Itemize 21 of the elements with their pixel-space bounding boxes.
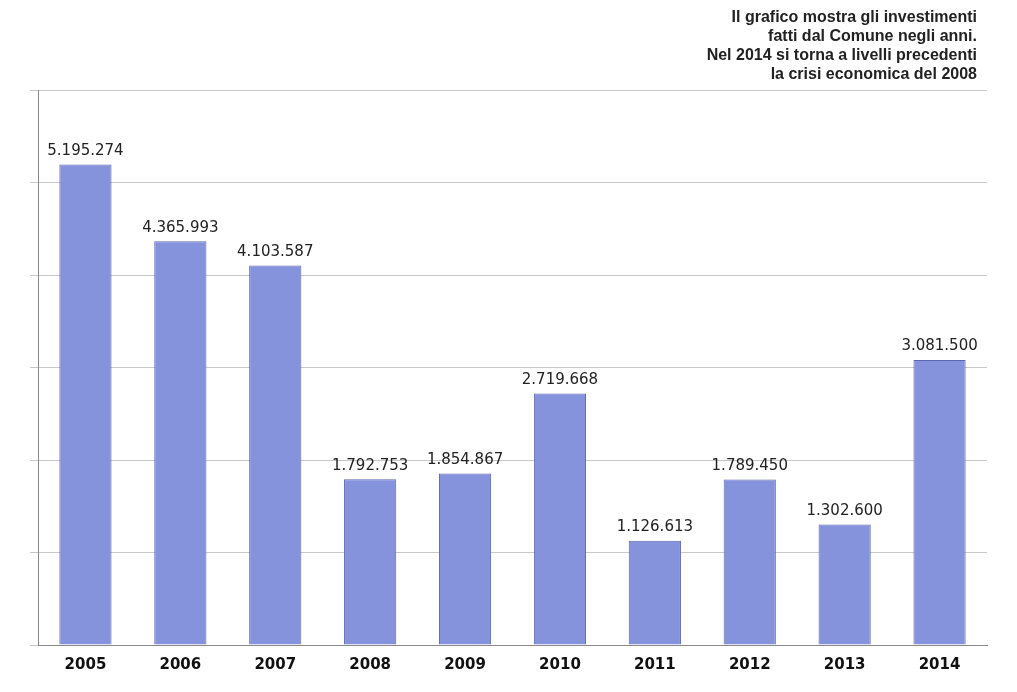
data-label: 1.854.867 bbox=[426, 449, 504, 468]
x-tick-label: 2010 bbox=[539, 654, 581, 673]
x-tick-label: 2005 bbox=[64, 654, 107, 673]
data-label: 3.081.500 bbox=[901, 336, 978, 355]
x-tick-label: 2014 bbox=[918, 654, 961, 673]
x-tick-label: 2011 bbox=[633, 654, 676, 673]
data-label: 2.719.668 bbox=[521, 369, 599, 388]
data-label: 1.792.753 bbox=[331, 455, 409, 474]
x-tick-label: 2006 bbox=[159, 654, 202, 673]
x-tick-label: 2008 bbox=[349, 654, 392, 673]
x-tick-label: 2013 bbox=[823, 654, 866, 673]
data-label: 5.195.274 bbox=[47, 140, 124, 159]
text: Il grafico mostra gli investimenti fatti dal Comune negli anni. Nel 2014 si torna a livelli precedenti la crisi economica del 2008 bbox=[706, 8, 978, 83]
data-label: 1.126.613 bbox=[616, 517, 694, 536]
data-label: 1.789.450 bbox=[711, 455, 788, 474]
x-tick-label: 2012 bbox=[728, 654, 771, 673]
x-tick-label: 2007 bbox=[254, 654, 297, 673]
data-label: 4.365.993 bbox=[142, 217, 219, 236]
data-label: 1.302.600 bbox=[806, 500, 883, 519]
data-label: 4.103.587 bbox=[237, 241, 314, 260]
x-tick-label: 2009 bbox=[444, 654, 486, 673]
